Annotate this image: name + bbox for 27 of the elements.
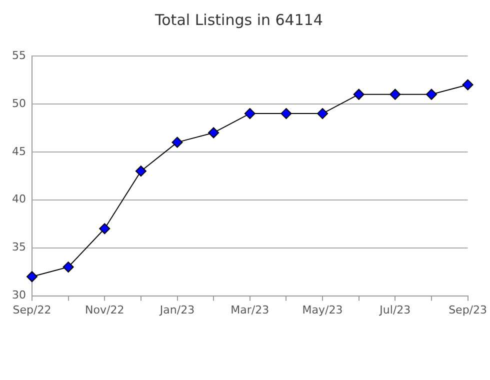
x-tick-label: Mar/23 — [230, 303, 270, 316]
x-tick-label: Nov/22 — [85, 303, 124, 316]
point — [244, 108, 256, 120]
point — [62, 262, 74, 273]
y-tick-label: 55 — [12, 48, 26, 62]
x-tick-label: Sep/23 — [448, 303, 487, 316]
y-tick-label: 40 — [12, 192, 26, 206]
chart-title: Total Listings in 64114 — [154, 10, 323, 29]
y-tick-label: 35 — [12, 240, 26, 254]
x-tick-label: Jan/23 — [158, 303, 195, 316]
point — [280, 108, 292, 120]
point — [99, 223, 110, 234]
point — [26, 271, 38, 282]
point — [172, 136, 183, 148]
x-tick-label: Sep/22 — [12, 303, 52, 316]
y-tick-label: 30 — [12, 288, 26, 302]
point — [426, 88, 437, 100]
x-tick-label: May/23 — [302, 303, 343, 316]
y-tick-label: 50 — [12, 96, 26, 110]
point — [462, 79, 474, 90]
point — [317, 108, 328, 120]
y-tick-label: 45 — [12, 144, 26, 158]
point — [353, 88, 364, 100]
x-tick-label: Jul/23 — [378, 303, 411, 316]
point — [208, 127, 220, 138]
point — [135, 166, 146, 177]
point — [390, 88, 401, 100]
